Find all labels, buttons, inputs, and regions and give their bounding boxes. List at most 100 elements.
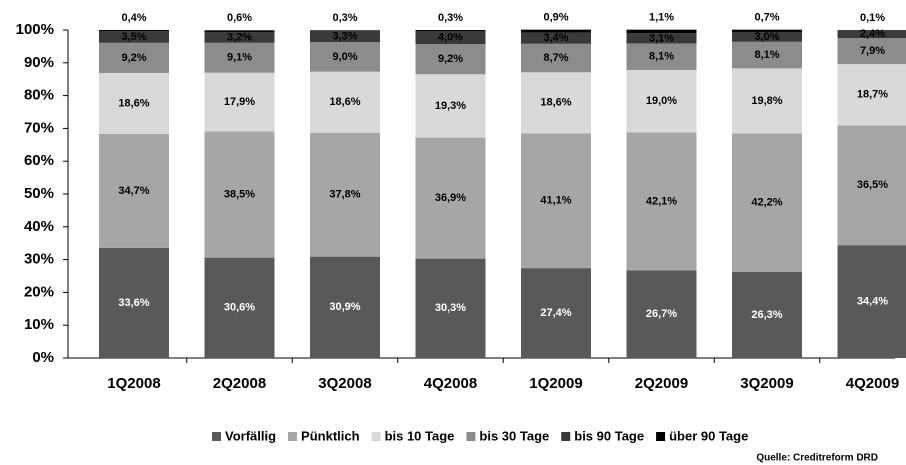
bar-segment [626, 70, 697, 133]
bar-segment [204, 42, 275, 73]
bar-segment [732, 271, 802, 358]
data-label: 3,4% [543, 32, 568, 44]
bar-segment [521, 32, 591, 44]
bar-segment [521, 29, 591, 33]
bar-segment [99, 247, 169, 358]
data-label: 36,9% [435, 192, 466, 204]
data-label: 8,1% [649, 51, 674, 63]
data-label: 0,1% [860, 12, 885, 24]
bar-segment [99, 72, 169, 134]
data-label: 0,3% [332, 12, 357, 24]
data-label: 18,7% [857, 89, 888, 101]
legend-swatch [656, 432, 666, 441]
bar-segment [415, 30, 486, 45]
legend-swatch [371, 432, 381, 441]
data-label: 18,6% [118, 97, 149, 109]
source-note: Quelle: Creditreform DRD [756, 453, 878, 464]
y-tick-label: 20% [24, 283, 54, 300]
bar-segment [837, 38, 906, 65]
data-label: 18,6% [329, 96, 360, 108]
bar-segment [204, 257, 275, 358]
legend-swatch [561, 432, 571, 441]
data-label: 9,2% [121, 52, 146, 64]
bar-segment [204, 32, 275, 43]
bar-segment [837, 64, 906, 126]
legend-swatch [212, 432, 221, 441]
data-label: 0,9% [543, 12, 568, 24]
x-tick-label: 1Q2008 [107, 375, 160, 392]
x-tick-label: 2Q2008 [213, 375, 266, 392]
data-label: 37,8% [329, 189, 360, 201]
data-label: 34,4% [857, 295, 888, 307]
y-tick-label: 70% [24, 119, 54, 136]
bar-segment [99, 42, 169, 73]
y-tick-label: 10% [24, 316, 54, 333]
legend-label: über 90 Tage [669, 428, 748, 443]
data-label: 27,4% [540, 307, 571, 319]
data-label: 7,9% [860, 45, 885, 57]
data-label: 19,3% [435, 100, 466, 112]
bar-segment [310, 256, 380, 358]
legend-label: Vorfällig [225, 428, 276, 443]
legend-label: bis 90 Tage [574, 428, 644, 443]
bar-segment [415, 137, 486, 259]
legend-label: Pünktlich [301, 428, 360, 443]
bar-segment [837, 125, 906, 246]
bar-segment [415, 258, 486, 358]
bar-segment [310, 71, 380, 133]
data-label: 4,0% [438, 31, 463, 43]
data-label: 0,6% [227, 12, 252, 24]
y-tick-label: 50% [24, 185, 54, 202]
bar-segment [521, 43, 591, 73]
y-tick-label: 60% [24, 152, 54, 169]
data-label: 3,1% [649, 32, 674, 44]
bar-segment [626, 33, 697, 44]
bar-segment [99, 31, 169, 43]
x-tick-label: 3Q2008 [318, 375, 371, 392]
bar-segment [310, 31, 380, 43]
y-tick-label: 30% [24, 251, 54, 268]
bar-segment [732, 41, 802, 69]
x-tick-label: 3Q2009 [740, 375, 793, 392]
data-label: 19,8% [751, 95, 782, 107]
bar-segment [521, 268, 591, 358]
legend-swatch [466, 432, 476, 441]
legend-swatch [288, 432, 298, 441]
bar-segment [626, 43, 697, 71]
bar-segment [204, 30, 275, 33]
data-label: 2,4% [860, 28, 885, 40]
bar-segment [732, 31, 802, 42]
bar-segment [626, 132, 697, 271]
data-label: 30,3% [435, 302, 466, 314]
bar-segment [415, 30, 486, 31]
data-label: 0,3% [438, 12, 463, 24]
data-label: 8,7% [543, 52, 568, 64]
data-label: 33,6% [118, 297, 149, 309]
data-label: 9,0% [332, 51, 357, 63]
data-label: 9,1% [227, 52, 252, 64]
data-label: 26,3% [751, 309, 782, 321]
bar-segment [415, 74, 486, 138]
bar-segment [415, 44, 486, 75]
bar-segment [732, 133, 802, 272]
data-label: 38,5% [224, 188, 255, 200]
y-tick-label: 0% [32, 349, 54, 366]
bar-segment [204, 72, 275, 132]
bar-segment [99, 133, 169, 248]
data-label: 42,1% [646, 195, 677, 207]
data-label: 8,1% [754, 49, 779, 61]
data-label: 36,5% [857, 179, 888, 191]
data-label: 41,1% [540, 195, 571, 207]
data-label: 3,2% [227, 31, 252, 43]
data-label: 30,9% [329, 301, 360, 313]
y-tick-label: 40% [24, 218, 54, 235]
bar-segment [310, 42, 380, 72]
bar-segment [626, 29, 697, 34]
x-tick-label: 4Q2009 [846, 375, 899, 392]
data-label: 17,9% [224, 96, 255, 108]
bar-segment [99, 30, 169, 32]
data-label: 34,7% [118, 185, 149, 197]
data-label: 18,6% [540, 97, 571, 109]
y-tick-label: 90% [24, 54, 54, 71]
data-label: 42,2% [751, 196, 782, 208]
